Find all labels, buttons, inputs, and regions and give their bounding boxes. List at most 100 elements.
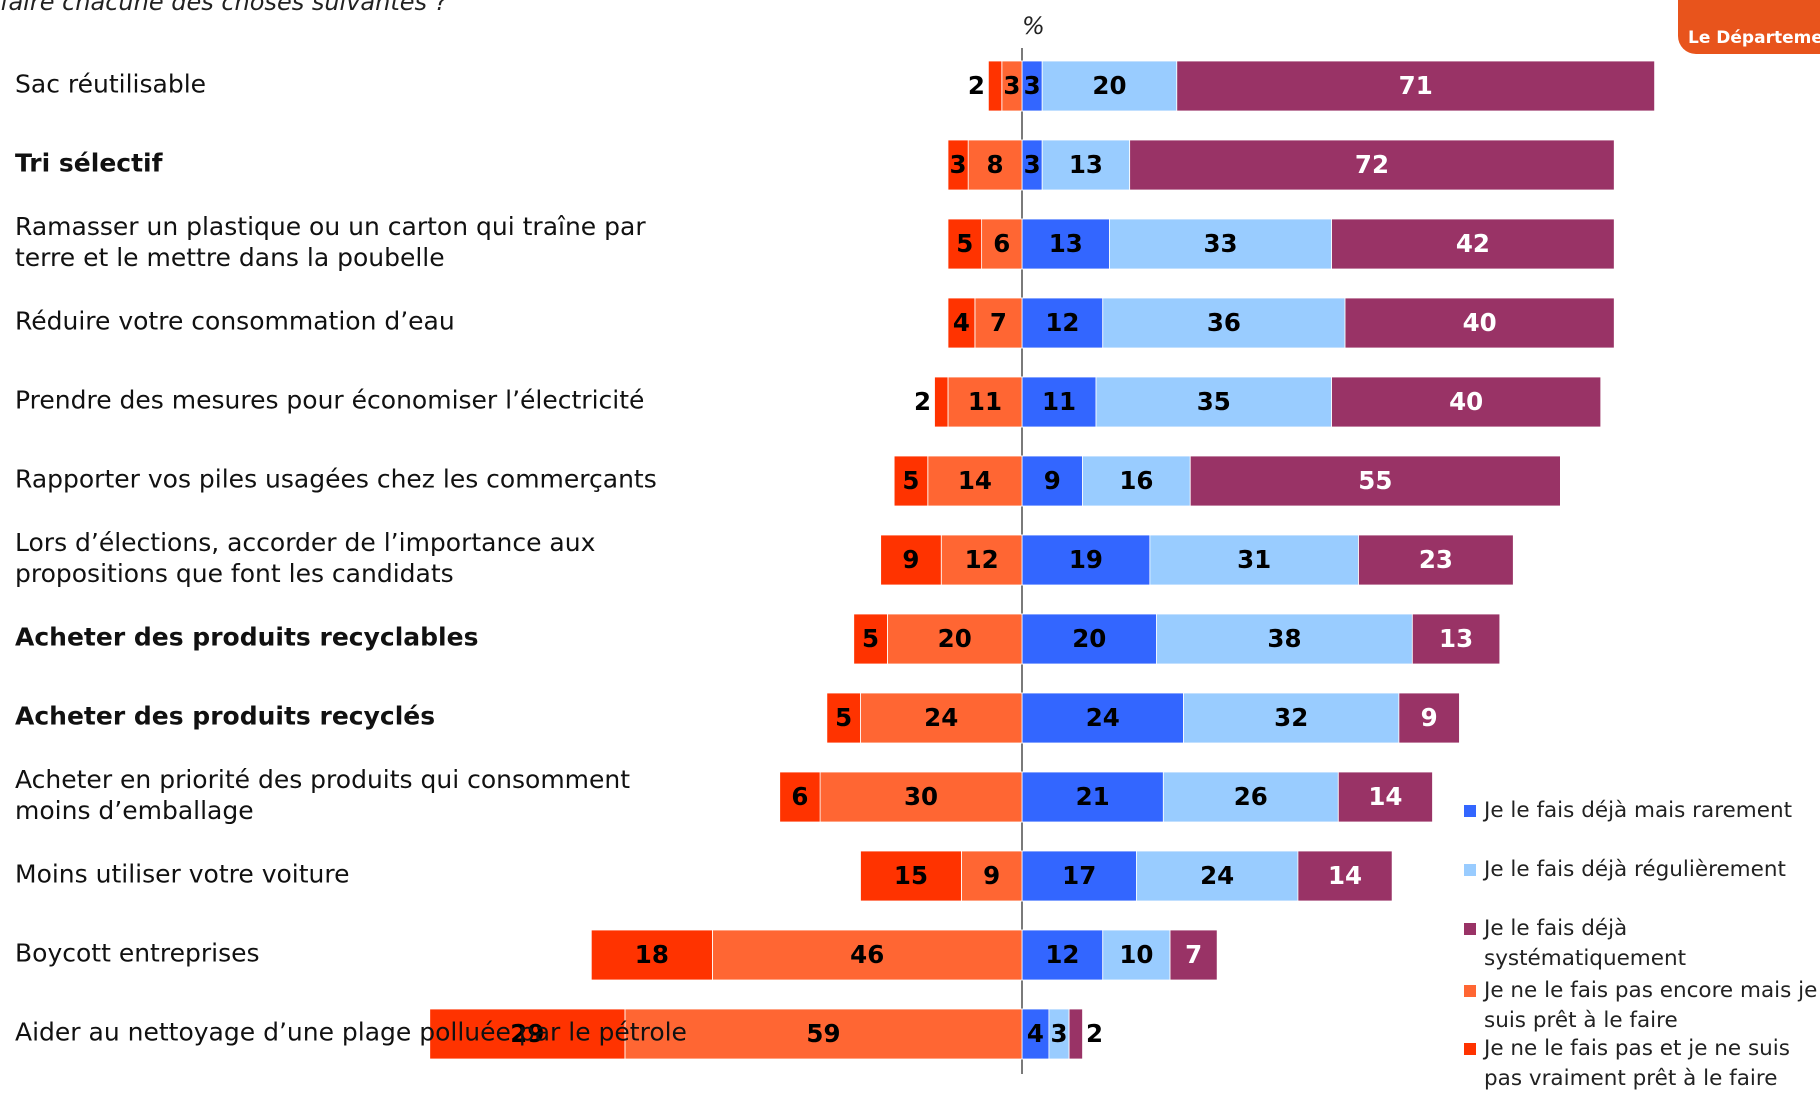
legend-item: Je le fais déjà régulièrement <box>1464 855 1818 885</box>
bar-segment <box>1021 297 1104 349</box>
category-label: Prendre des mesures pour économiser l’él… <box>15 385 645 415</box>
bar-segment <box>1358 534 1514 586</box>
value-label: 14 <box>958 466 992 495</box>
bar-segment <box>947 218 983 270</box>
bar-segment <box>819 771 1023 823</box>
legend-item: Je ne le fais pas et je ne suis pas vrai… <box>1464 1034 1818 1094</box>
value-label: 15 <box>894 861 928 890</box>
bar-segment <box>1183 692 1400 744</box>
bar-segment <box>934 376 949 428</box>
bar-segment <box>947 139 969 191</box>
value-label: 33 <box>1203 229 1237 258</box>
title: faire chacune des choses suivantes ? <box>0 0 448 16</box>
bar-segment <box>1176 60 1656 112</box>
bar-segment <box>927 455 1023 507</box>
value-label: 23 <box>1419 545 1453 574</box>
value-label: 8 <box>987 150 1004 179</box>
value-label: 3 <box>950 150 967 179</box>
value-label: 55 <box>1358 466 1392 495</box>
value-label: 9 <box>983 861 1000 890</box>
bar-segment <box>1162 771 1339 823</box>
legend-swatch <box>1464 1043 1476 1055</box>
legend-swatch <box>1464 805 1476 817</box>
value-label: 7 <box>1185 940 1202 969</box>
value-label: 12 <box>1045 308 1079 337</box>
bar-segment <box>1082 455 1191 507</box>
logo: Le Département <box>1678 0 1820 54</box>
category-label: Acheter des produits recyclables <box>15 622 479 652</box>
bar-segment <box>987 60 1003 112</box>
bar-segment <box>1021 534 1151 586</box>
value-label: 4 <box>1027 1019 1044 1048</box>
bar-segment <box>1021 218 1110 270</box>
legend-label: Je ne le fais pas encore mais je suis pr… <box>1484 978 1818 1033</box>
value-label: 9 <box>1044 466 1061 495</box>
legend-item: Je le fais déjà systématiquement <box>1464 914 1818 974</box>
legend-item: Je ne le fais pas encore mais je suis pr… <box>1464 976 1818 1036</box>
category-label: Sac réutilisable <box>15 69 207 99</box>
legend-swatch <box>1464 985 1476 997</box>
value-label: 16 <box>1119 466 1153 495</box>
value-label: 19 <box>1069 545 1103 574</box>
bar-segment <box>961 850 1023 902</box>
value-label: 12 <box>1045 940 1079 969</box>
value-label: 3 <box>1050 1019 1067 1048</box>
bar-segment <box>1068 1008 1083 1060</box>
category-label: Aider au nettoyage d’une plage polluée p… <box>15 1017 687 1047</box>
value-label: 20 <box>938 624 972 653</box>
bar-segment <box>1041 60 1178 112</box>
value-label: 2 <box>914 387 931 416</box>
value-label: 59 <box>806 1019 840 1048</box>
value-label: 13 <box>1049 229 1083 258</box>
value-label: 13 <box>1069 150 1103 179</box>
value-label: 9 <box>1421 703 1438 732</box>
bar-segment <box>624 1008 1023 1060</box>
value-label: 38 <box>1267 624 1301 653</box>
value-label: 12 <box>965 545 999 574</box>
value-label: 11 <box>1042 387 1076 416</box>
bar-segment <box>1136 850 1299 902</box>
category-label: Boycott entreprises <box>15 938 260 968</box>
bar-segment <box>1102 929 1171 981</box>
bar-segment <box>1337 771 1433 823</box>
category-label: Moins utiliser votre voiture <box>15 859 350 889</box>
bar-segment <box>1169 929 1218 981</box>
value-label: 18 <box>635 940 669 969</box>
bar-segment <box>860 692 1023 744</box>
bar-segment <box>1102 297 1346 349</box>
bar-segment <box>947 376 1023 428</box>
category-label: Acheter des produits recyclés <box>15 701 436 731</box>
value-label: 13 <box>1439 624 1473 653</box>
value-label: 24 <box>1086 703 1120 732</box>
value-label: 5 <box>956 229 973 258</box>
value-label: 11 <box>968 387 1002 416</box>
legend-item: Je le fais déjà mais rarement <box>1464 796 1818 826</box>
value-label: 14 <box>1368 782 1402 811</box>
bar-segment <box>1411 613 1501 665</box>
value-label: 30 <box>904 782 938 811</box>
bar-segment <box>590 929 713 981</box>
bar-segment <box>1189 455 1561 507</box>
value-label: 3 <box>1024 71 1041 100</box>
category-label: Ramasser un plastique ou un carton qui t… <box>15 212 646 272</box>
legend-label: Je le fais déjà régulièrement <box>1484 857 1786 882</box>
bar-segment <box>981 218 1023 270</box>
value-label: 42 <box>1456 229 1490 258</box>
bar-segment <box>1129 139 1615 191</box>
bar-segment <box>429 1008 626 1060</box>
bar-segment <box>947 297 976 349</box>
value-label: 35 <box>1197 387 1231 416</box>
value-label: 5 <box>902 466 919 495</box>
value-label: 71 <box>1399 71 1433 100</box>
value-label: 3 <box>1003 71 1020 100</box>
value-label: 2 <box>1086 1019 1103 1048</box>
bar-segment <box>1021 850 1137 902</box>
value-label: 46 <box>850 940 884 969</box>
bar-segment <box>940 534 1023 586</box>
bar-segment <box>1398 692 1460 744</box>
bar-segment <box>1297 850 1393 902</box>
value-label: 7 <box>990 308 1007 337</box>
value-label: 21 <box>1076 782 1110 811</box>
bar-segment <box>1109 218 1332 270</box>
